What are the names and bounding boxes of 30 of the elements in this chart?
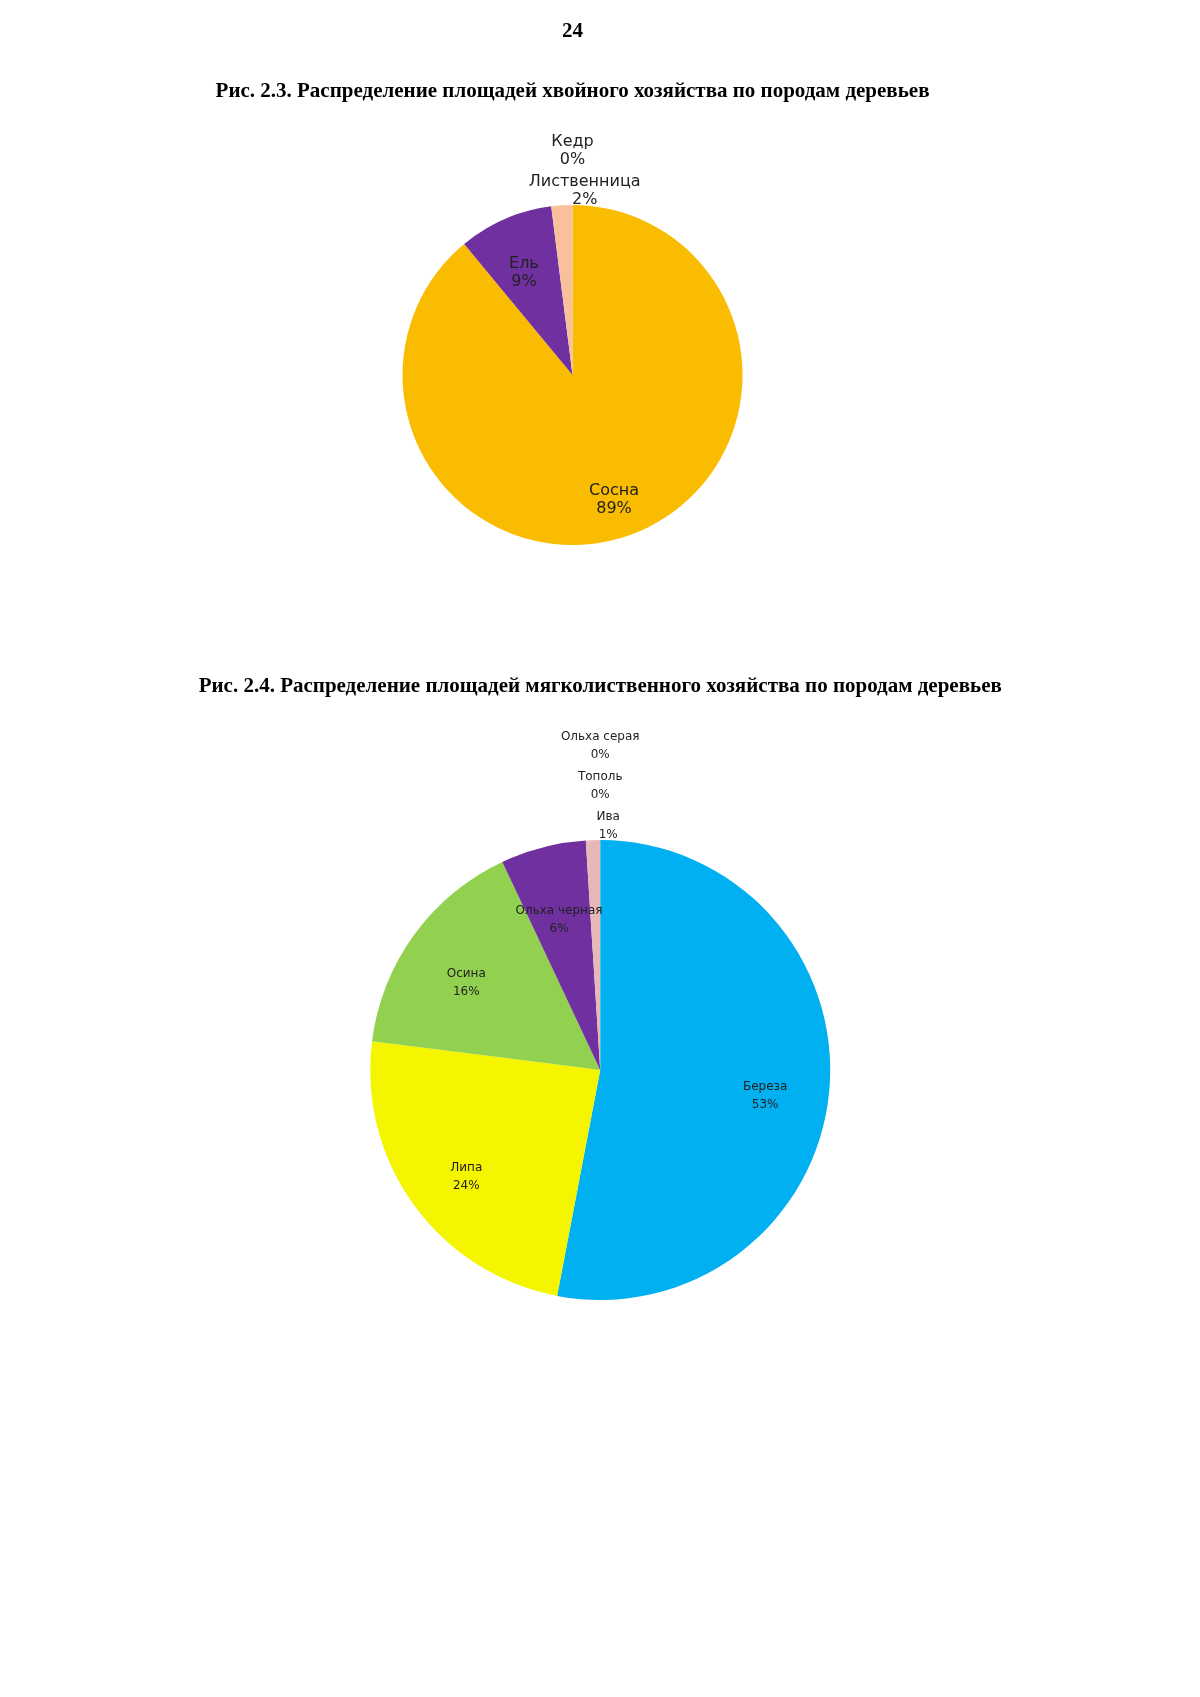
text: 0% [590,787,610,801]
pie-slice [502,840,601,1070]
slice-label: Ель [509,252,539,272]
data-label: 2% [572,189,598,209]
text: 0% [559,149,586,168]
category-label: Кедр [551,131,594,150]
category-label: Ольха серая [560,729,640,743]
text: 0% [590,747,610,761]
data-label: 6% [549,920,569,935]
pie-slice [372,861,601,1070]
text: 24 [562,18,584,42]
pie-slice [551,205,573,375]
slice-label: Береза [742,1078,788,1093]
data-label: 24% [452,1178,480,1193]
pie-slice [370,1041,601,1296]
slice-label: Лиственница [528,171,641,191]
data-label: 16% [452,983,480,998]
chart-title: Рис. 2.3. Распределение площадей хвойного хозяйства по породам деревьев [215,78,930,102]
data-label: 1% [598,827,618,842]
slice-label: Сосна [588,480,639,500]
data-label: 53% [751,1096,779,1111]
data-label: 9% [511,270,537,290]
data-label: 89% [596,498,632,518]
slice-label: Ива [596,809,620,824]
slice-label: Осина [446,965,486,980]
pie-slice [464,206,573,375]
chart-title: Рис. 2.4. Распределение площадей мягколиственного хозяйства по породам деревьев [198,673,1002,697]
category-label: Тополь [577,769,623,783]
slice-label: Липа [450,1160,483,1175]
pie-slice [402,205,743,545]
